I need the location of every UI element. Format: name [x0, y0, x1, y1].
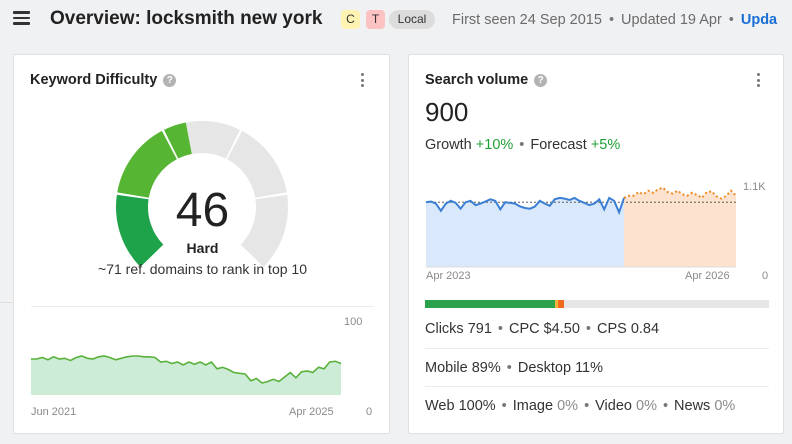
divider — [0, 302, 13, 303]
video-share: 0% — [636, 398, 657, 414]
hamburger-menu-icon[interactable] — [13, 11, 30, 25]
bar-clicks-paid — [555, 300, 559, 308]
clicks-distribution-bar — [425, 300, 769, 308]
clicks-value: Clicks 791 — [425, 321, 492, 337]
news-label: News — [674, 398, 711, 414]
keyword-difficulty-card: Keyword Difficulty? 46 Hard ~71 ref. dom… — [13, 54, 390, 434]
gauge-segment-filled — [164, 122, 192, 159]
serp-type-row: Web 100% • Image 0% • Video 0% • News 0% — [425, 398, 736, 414]
x-end-label: Apr 2025 — [289, 406, 334, 418]
web-share: Web 100% — [425, 398, 496, 414]
search-volume-card: Search volume? 900 Growth +10% • Forecast … — [408, 54, 784, 434]
more-options-icon[interactable] — [361, 73, 365, 89]
clicks-row: Clicks 791 • CPC $4.50 • CPS 0.84 — [425, 321, 660, 337]
badge-c: C — [341, 10, 360, 29]
image-label: Image — [512, 398, 554, 414]
forecast-value: +5% — [590, 137, 621, 153]
difficulty-subtext: ~71 ref. domains to rank in top 10 — [98, 261, 307, 277]
x-start-label: Apr 2023 — [426, 270, 471, 282]
search-volume-chart: 1.1K Apr 2023 Apr 2026 0 — [425, 181, 768, 282]
divider — [31, 306, 374, 307]
bar-clicks-other — [558, 300, 565, 308]
growth-value: +10% — [475, 137, 514, 153]
divider — [425, 348, 769, 349]
cpc-value: CPC $4.50 — [508, 321, 580, 337]
growth-label: Growth — [425, 137, 472, 153]
volume-forecast-area — [624, 187, 736, 267]
kd-history-chart: 100 0 Jun 2021 Apr 2025 — [31, 316, 372, 418]
local-badge: Local — [389, 10, 435, 29]
header-meta: First seen 24 Sep 2015 • Updated 19 Apr • Up… — [452, 12, 778, 28]
first-seen: First seen 24 Sep 2015 — [452, 12, 602, 28]
help-icon[interactable]: ? — [534, 74, 548, 87]
y-max-label: 100 — [344, 316, 362, 328]
cps-value: CPS 0.84 — [596, 321, 660, 337]
growth-forecast: Growth +10% • Forecast +5% — [425, 137, 621, 153]
header: Overview: locksmith new york C T Local F… — [0, 0, 792, 40]
difficulty-value: 46 — [175, 184, 230, 237]
forecast-label: Forecast — [530, 137, 587, 153]
difficulty-label: Hard — [186, 240, 219, 256]
card-title: Keyword Difficulty? — [30, 72, 177, 88]
gauge-segment-filled — [117, 130, 177, 198]
gauge-segment-track — [240, 194, 288, 267]
image-share: 0% — [557, 398, 579, 414]
y-min-label: 0 — [762, 270, 768, 282]
x-start-label: Jun 2021 — [31, 406, 76, 418]
y-min-label: 0 — [366, 406, 372, 418]
help-icon[interactable]: ? — [163, 74, 177, 87]
video-label: Video — [595, 398, 632, 414]
gauge-segment-track — [227, 130, 287, 198]
desktop-share: Desktop 11% — [517, 360, 604, 376]
volume-history-line — [425, 196, 625, 216]
news-share: 0% — [714, 398, 736, 414]
gauge-segment-filled — [116, 194, 164, 267]
card-title: Search volume? — [425, 72, 548, 88]
kd-history-line — [31, 355, 342, 384]
mobile-share: Mobile 89% — [425, 360, 501, 376]
volume-forecast-line — [623, 186, 737, 200]
difficulty-gauge — [116, 121, 288, 267]
updated-date: Updated 19 Apr — [621, 12, 722, 28]
search-volume-value: 900 — [425, 97, 469, 127]
gauge-segment-track — [185, 121, 240, 159]
badge-t: T — [366, 10, 385, 29]
more-options-icon[interactable] — [757, 73, 761, 89]
volume-history-area — [426, 197, 624, 267]
kd-history-area — [31, 356, 341, 395]
page-title: Overview: locksmith new york — [50, 8, 323, 29]
y-reference-label: 1.1K — [743, 181, 766, 193]
x-end-label: Apr 2026 — [685, 270, 730, 282]
update-link[interactable]: Upda — [740, 12, 778, 28]
bar-clicks-organic — [425, 300, 556, 308]
divider — [425, 386, 769, 387]
device-row: Mobile 89% • Desktop 11% — [425, 360, 604, 376]
